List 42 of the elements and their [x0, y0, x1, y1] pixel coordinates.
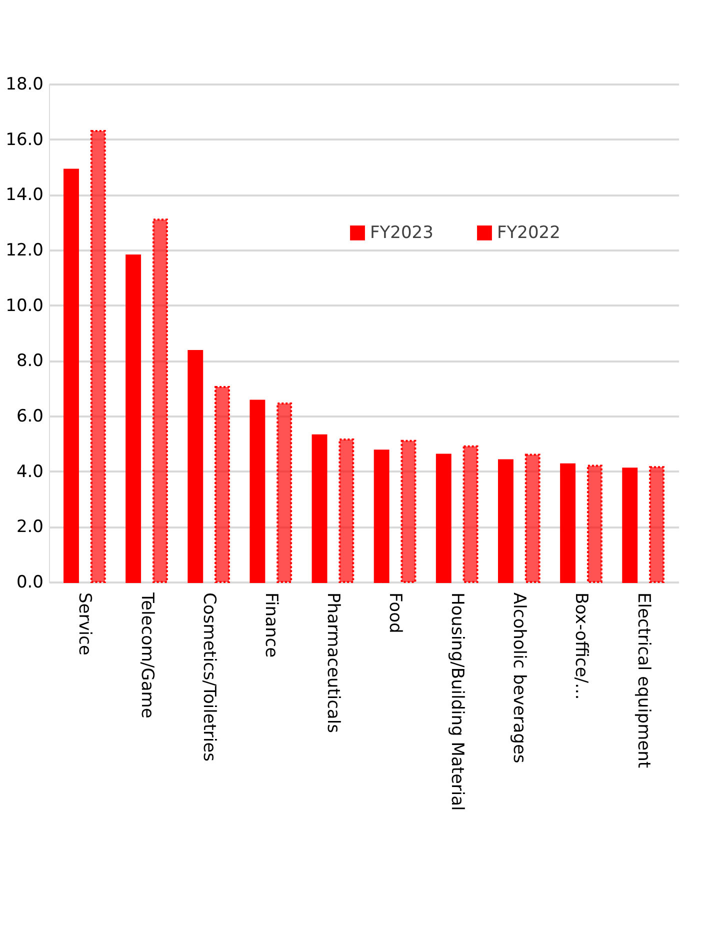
bar	[586, 464, 602, 583]
bar	[374, 450, 390, 583]
x-tick-label: Box-office/…	[571, 592, 592, 700]
bar	[560, 463, 576, 583]
x-tick-label: Alcoholic beverages	[509, 592, 530, 764]
bar	[214, 386, 230, 583]
bar	[312, 434, 328, 583]
bar	[276, 402, 292, 583]
y-tick-label: 8.0	[16, 351, 44, 372]
bar	[90, 130, 106, 583]
bar	[126, 254, 142, 583]
bar	[649, 466, 664, 583]
bar	[338, 438, 354, 583]
y-tick-label: 0.0	[16, 572, 44, 592]
x-tick-label: Finance	[260, 592, 281, 658]
bar	[498, 459, 514, 583]
bar	[400, 440, 416, 583]
y-tick-label: 6.0	[16, 406, 44, 426]
bar	[436, 454, 452, 583]
y-tick-label: 16.0	[6, 130, 44, 150]
bar	[188, 350, 204, 583]
y-tick-label: 4.0	[16, 462, 44, 482]
y-tick-label: 14.0	[6, 185, 44, 206]
x-tick-label: Service	[74, 592, 95, 656]
x-tick-label: Food	[385, 592, 406, 634]
x-tick-label: Cosmetics/Toiletries	[198, 592, 219, 762]
x-tick-label: Housing/Building Material	[447, 592, 468, 811]
x-tick-label: Electrical equipment	[633, 592, 654, 768]
bar	[524, 454, 540, 583]
legend-label: FY2023	[370, 222, 434, 243]
y-tick-label: 18.0	[6, 74, 44, 94]
bar	[462, 445, 478, 583]
y-tick-label: 12.0	[6, 240, 44, 260]
x-tick-label: Pharmaceuticals	[322, 592, 343, 734]
bar	[622, 468, 638, 583]
bar	[64, 168, 79, 583]
bar	[152, 218, 168, 583]
x-tick-label: Telecom/Game	[136, 592, 157, 718]
legend-label: FY2022	[497, 222, 560, 243]
y-tick-label: 10.0	[6, 296, 44, 316]
y-tick-label: 2.0	[16, 517, 44, 538]
bar	[250, 400, 266, 583]
